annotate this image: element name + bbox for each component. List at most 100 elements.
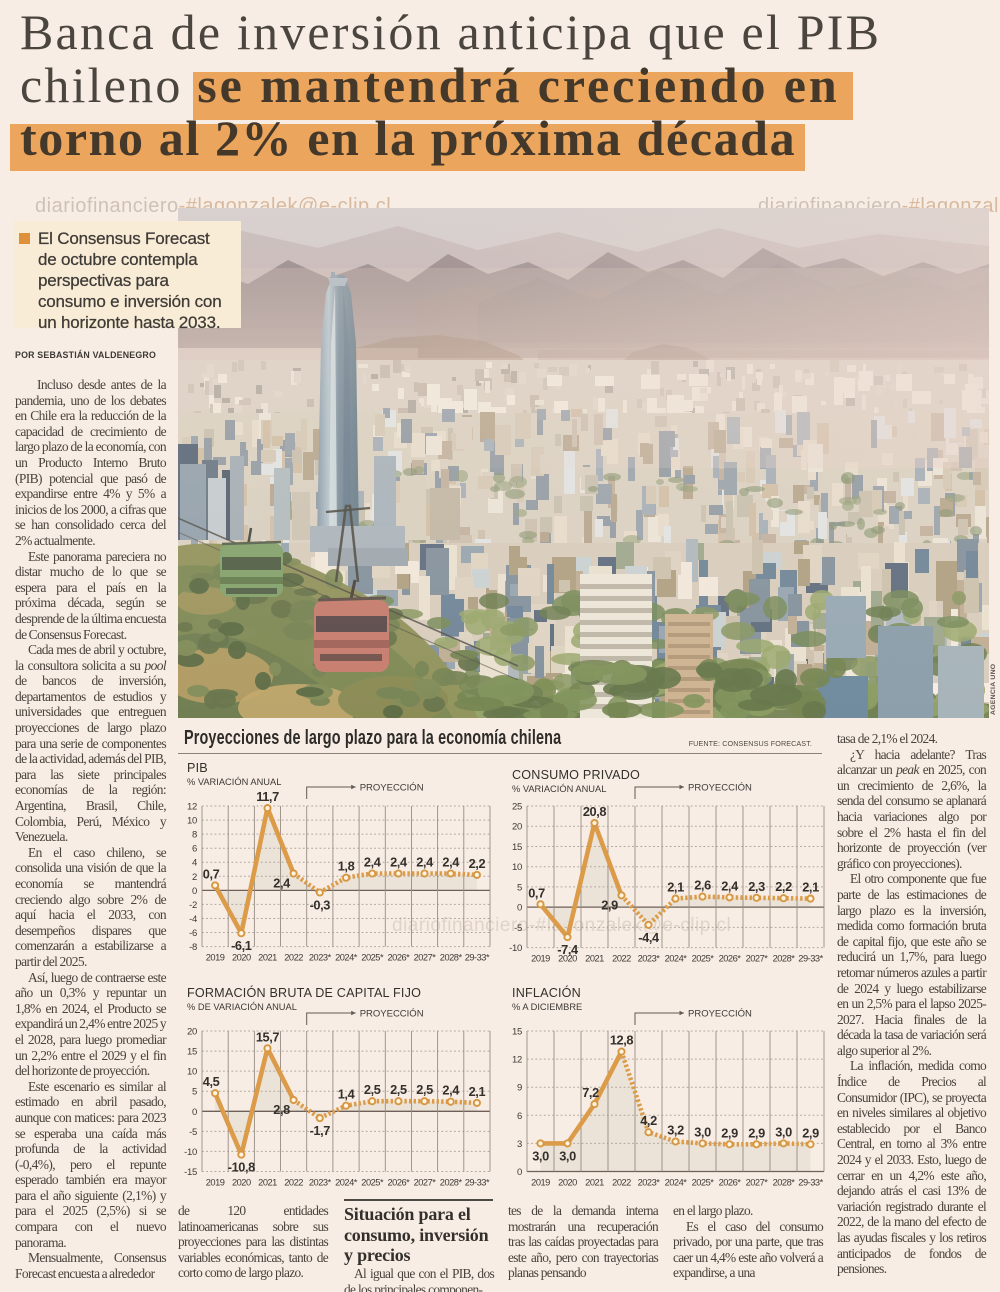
svg-text:2019: 2019 (206, 1178, 225, 1188)
svg-text:-10: -10 (184, 1147, 197, 1158)
svg-text:-7,4: -7,4 (557, 942, 579, 957)
svg-text:2019: 2019 (531, 1178, 550, 1188)
svg-text:PIB: PIB (187, 761, 208, 775)
svg-text:20: 20 (187, 1027, 197, 1038)
svg-text:10: 10 (187, 816, 197, 827)
svg-text:2,4: 2,4 (416, 855, 434, 870)
svg-text:0: 0 (192, 1107, 197, 1118)
svg-text:% A DICIEMBRE: % A DICIEMBRE (512, 1002, 582, 1012)
svg-text:2025*: 2025* (692, 1178, 715, 1188)
svg-text:-6: -6 (189, 928, 197, 939)
svg-text:2022: 2022 (612, 954, 631, 964)
svg-text:2024*: 2024* (335, 953, 358, 963)
svg-text:2021: 2021 (585, 954, 604, 964)
svg-text:2025*: 2025* (361, 1178, 384, 1188)
svg-text:2,9: 2,9 (748, 1125, 765, 1140)
svg-text:2028*: 2028* (440, 1178, 463, 1188)
svg-text:2,4: 2,4 (364, 855, 382, 870)
svg-text:2,4: 2,4 (442, 1083, 460, 1098)
svg-text:-4,4: -4,4 (638, 930, 660, 945)
svg-text:2019: 2019 (206, 953, 225, 963)
svg-text:8: 8 (192, 830, 197, 841)
svg-text:2026*: 2026* (719, 1178, 742, 1188)
svg-text:15: 15 (512, 842, 522, 853)
svg-text:2,4: 2,4 (273, 876, 291, 891)
svg-text:10: 10 (187, 1067, 197, 1078)
svg-text:7,2: 7,2 (582, 1085, 599, 1100)
svg-text:5: 5 (517, 882, 522, 893)
svg-text:2,2: 2,2 (775, 879, 792, 894)
svg-text:-6,1: -6,1 (231, 938, 252, 953)
svg-text:25: 25 (512, 802, 522, 813)
svg-text:2,5: 2,5 (364, 1082, 381, 1097)
svg-text:4,2: 4,2 (640, 1113, 657, 1128)
svg-text:2024*: 2024* (665, 1178, 688, 1188)
svg-text:29-33*: 29-33* (798, 1178, 823, 1188)
svg-text:15,7: 15,7 (256, 1029, 280, 1044)
svg-text:2020: 2020 (232, 1178, 251, 1188)
svg-text:0: 0 (517, 903, 522, 914)
svg-text:FORMACIÓN BRUTA DE CAPITAL FIJ: FORMACIÓN BRUTA DE CAPITAL FIJO (187, 985, 421, 1000)
svg-text:3,2: 3,2 (667, 1123, 684, 1138)
svg-text:2022: 2022 (612, 1178, 631, 1188)
svg-text:% VARIACIÓN ANUAL: % VARIACIÓN ANUAL (187, 777, 281, 787)
svg-text:12,8: 12,8 (610, 1033, 634, 1048)
svg-text:3,0: 3,0 (775, 1124, 792, 1139)
svg-text:3,0: 3,0 (532, 1148, 549, 1163)
svg-text:2021: 2021 (258, 953, 277, 963)
svg-text:12: 12 (512, 1055, 522, 1066)
svg-text:1,4: 1,4 (338, 1087, 356, 1102)
svg-text:2023*: 2023* (638, 1178, 661, 1188)
svg-text:2021: 2021 (585, 1178, 604, 1188)
svg-text:2,4: 2,4 (390, 855, 408, 870)
svg-text:-8: -8 (189, 942, 197, 953)
svg-text:2026*: 2026* (719, 954, 742, 964)
svg-text:2028*: 2028* (773, 1178, 796, 1188)
svg-text:PROYECCIÓN: PROYECCIÓN (688, 1009, 752, 1020)
svg-text:PROYECCIÓN: PROYECCIÓN (688, 783, 752, 794)
svg-text:2027*: 2027* (746, 954, 769, 964)
svg-text:2,2: 2,2 (469, 856, 486, 871)
svg-text:2019: 2019 (531, 954, 550, 964)
svg-text:2024*: 2024* (665, 954, 688, 964)
svg-text:0,7: 0,7 (528, 885, 545, 900)
svg-text:6: 6 (192, 844, 197, 855)
svg-text:2,6: 2,6 (694, 878, 711, 893)
svg-text:2025*: 2025* (692, 954, 715, 964)
svg-text:2024*: 2024* (335, 1178, 358, 1188)
svg-text:-2: -2 (189, 900, 197, 911)
svg-text:12: 12 (187, 802, 197, 813)
svg-text:-10: -10 (509, 943, 522, 954)
svg-text:2023*: 2023* (309, 953, 332, 963)
svg-text:2022: 2022 (284, 953, 303, 963)
svg-text:15: 15 (187, 1047, 197, 1058)
svg-text:2028*: 2028* (440, 953, 463, 963)
svg-text:3,0: 3,0 (694, 1124, 711, 1139)
svg-text:2026*: 2026* (387, 953, 410, 963)
svg-text:-4: -4 (189, 914, 197, 925)
svg-text:29-33*: 29-33* (465, 1178, 490, 1188)
svg-text:2023*: 2023* (309, 1178, 332, 1188)
svg-text:0,7: 0,7 (203, 866, 220, 881)
svg-text:9: 9 (517, 1083, 522, 1094)
svg-text:-15: -15 (184, 1167, 197, 1178)
svg-text:2020: 2020 (558, 1178, 577, 1188)
svg-text:2,9: 2,9 (601, 897, 618, 912)
svg-text:2,4: 2,4 (442, 855, 460, 870)
svg-text:2,3: 2,3 (748, 879, 765, 894)
svg-text:2027*: 2027* (414, 953, 437, 963)
svg-text:2,1: 2,1 (469, 1084, 486, 1099)
svg-text:2,9: 2,9 (721, 1125, 738, 1140)
svg-text:4: 4 (192, 858, 197, 869)
svg-text:2,5: 2,5 (416, 1082, 433, 1097)
svg-text:5: 5 (192, 1087, 197, 1098)
svg-text:6: 6 (517, 1111, 522, 1122)
svg-text:2023*: 2023* (638, 954, 661, 964)
svg-text:2021: 2021 (258, 1178, 277, 1188)
svg-text:3,0: 3,0 (559, 1148, 576, 1163)
svg-text:2020: 2020 (558, 954, 577, 964)
svg-text:2,1: 2,1 (802, 880, 819, 895)
svg-text:INFLACIÓN: INFLACIÓN (512, 985, 581, 1000)
svg-text:PROYECCIÓN: PROYECCIÓN (360, 783, 424, 794)
svg-text:29-33*: 29-33* (465, 953, 490, 963)
